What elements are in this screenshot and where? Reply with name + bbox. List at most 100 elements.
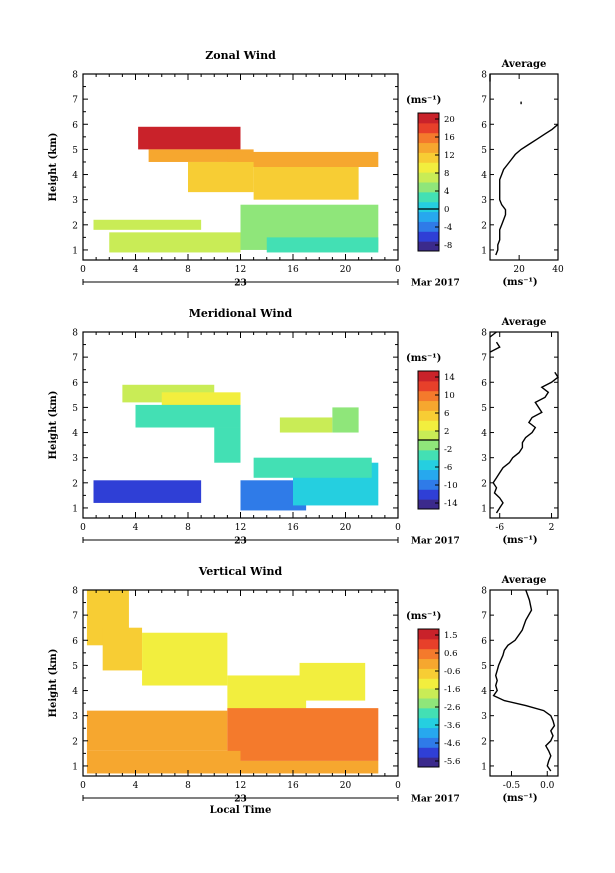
average-y-tick-label: 3 — [481, 196, 487, 206]
colorbar-tick-label: 2 — [444, 427, 449, 437]
y-tick-label: 3 — [72, 196, 78, 206]
average-y-tick-label: 7 — [481, 612, 487, 622]
colorbar-segment — [418, 201, 439, 213]
colorbar-tick-label: -0.6 — [444, 667, 460, 677]
colorbar-segment — [418, 629, 439, 640]
colorbar-tick-label: 16 — [444, 133, 455, 143]
date-label: 23 — [234, 795, 247, 805]
heatmap-cell — [86, 750, 241, 774]
colorbar-segment — [418, 648, 439, 660]
x-tick-label: 0 — [395, 781, 401, 791]
average-y-tick-label: 4 — [481, 171, 487, 181]
x-tick-label: 0 — [395, 265, 401, 275]
colorbar-tick-label: 12 — [444, 151, 455, 161]
colorbar-tick-label: -1.6 — [444, 685, 460, 695]
average-title: Average — [501, 59, 547, 70]
average-frame — [489, 331, 559, 519]
average-y-tick-label: 5 — [481, 404, 487, 414]
y-axis-label: Height (km) — [48, 391, 59, 460]
x-tick-label: 16 — [287, 781, 299, 791]
colorbar-tick-label: 0.6 — [444, 649, 458, 659]
heatmap-cell — [93, 480, 202, 503]
colorbar-segment — [418, 113, 439, 124]
y-tick-label: 4 — [72, 687, 78, 697]
panel-title: Meridional Wind — [189, 307, 293, 320]
average-title: Average — [501, 575, 547, 586]
y-tick-label: 5 — [72, 146, 78, 156]
average-x-label: (ms⁻¹) — [502, 793, 537, 804]
colorbar-segment — [418, 668, 439, 679]
average-y-tick-label: 6 — [481, 637, 487, 647]
heatmap-cell — [93, 219, 202, 230]
heatmap-cell — [109, 232, 241, 253]
colorbar-tick-label: -4.6 — [444, 739, 460, 749]
heatmap-cell — [227, 708, 379, 761]
average-y-tick-label: 1 — [481, 762, 487, 772]
colorbar-tick-label: -5.6 — [444, 757, 460, 767]
colorbar-segment — [418, 172, 439, 183]
panel-title: Vertical Wind — [198, 565, 283, 578]
average-x-tick-label: 20 — [513, 265, 525, 275]
average-y-tick-label: 1 — [481, 504, 487, 514]
colorbar-segment — [418, 211, 439, 222]
average-x-tick-label: -0.5 — [503, 781, 521, 791]
colorbar-tick-label: 4 — [444, 187, 449, 197]
y-axis-label: Height (km) — [48, 649, 59, 718]
heatmap-cell — [253, 457, 372, 478]
y-tick-label: 2 — [72, 479, 78, 489]
colorbar-frame — [417, 112, 440, 252]
heatmap-cell — [214, 427, 241, 463]
heatmap-cell — [227, 675, 307, 711]
colorbar-segment — [418, 707, 439, 719]
average-profile-line — [489, 341, 501, 353]
y-tick-label: 8 — [72, 329, 78, 339]
heatmap — [86, 590, 379, 774]
x-tick-label: 4 — [133, 265, 139, 275]
average-y-tick-label: 7 — [481, 96, 487, 106]
month-label: Mar 2017 — [411, 537, 460, 547]
y-tick-label: 4 — [72, 429, 78, 439]
average-x-label: (ms⁻¹) — [502, 535, 537, 546]
colorbar-tick-label: 10 — [444, 391, 455, 401]
y-axis-label: Height (km) — [48, 133, 59, 202]
x-tick-label: 4 — [133, 781, 139, 791]
average-y-tick-label: 4 — [481, 687, 487, 697]
colorbar-tick-label: -4 — [444, 223, 452, 233]
colorbar-tick-label: 6 — [444, 409, 449, 419]
colorbar-segment — [418, 440, 439, 451]
x-tick-label: 20 — [340, 265, 352, 275]
average-frame — [489, 73, 559, 261]
x-tick-label: 0 — [80, 781, 86, 791]
colorbar-segment — [418, 727, 439, 738]
heatmap-cell — [188, 161, 254, 193]
colorbar-segment — [418, 658, 439, 669]
colorbar-segment — [418, 400, 439, 411]
heatmap-cell — [227, 151, 379, 167]
average-y-tick-label: 5 — [481, 662, 487, 672]
colorbar-segment — [418, 231, 439, 242]
average-x-label: (ms⁻¹) — [502, 277, 537, 288]
y-tick-label: 5 — [72, 662, 78, 672]
y-tick-label: 3 — [72, 454, 78, 464]
colorbar-segment — [418, 122, 439, 134]
average-y-tick-label: 3 — [481, 454, 487, 464]
x-tick-label: 8 — [185, 265, 191, 275]
colorbar-segment — [418, 132, 439, 144]
average-y-tick-label: 6 — [481, 379, 487, 389]
x-tick-label: 8 — [185, 523, 191, 533]
colorbar-segment — [418, 479, 439, 490]
average-y-tick-label: 2 — [481, 479, 487, 489]
x-tick-label: 0 — [80, 265, 86, 275]
y-tick-label: 3 — [72, 712, 78, 722]
y-tick-label: 1 — [72, 246, 78, 256]
average-y-tick-label: 2 — [481, 221, 487, 231]
x-tick-label: 0 — [395, 523, 401, 533]
y-tick-label: 7 — [72, 612, 78, 622]
y-tick-label: 7 — [72, 354, 78, 364]
heatmap-cell — [266, 237, 379, 253]
colorbar-segment — [418, 430, 439, 441]
heatmap-cell — [299, 662, 366, 701]
month-label: Mar 2017 — [411, 795, 460, 805]
average-x-tick-label: -6 — [495, 523, 504, 533]
